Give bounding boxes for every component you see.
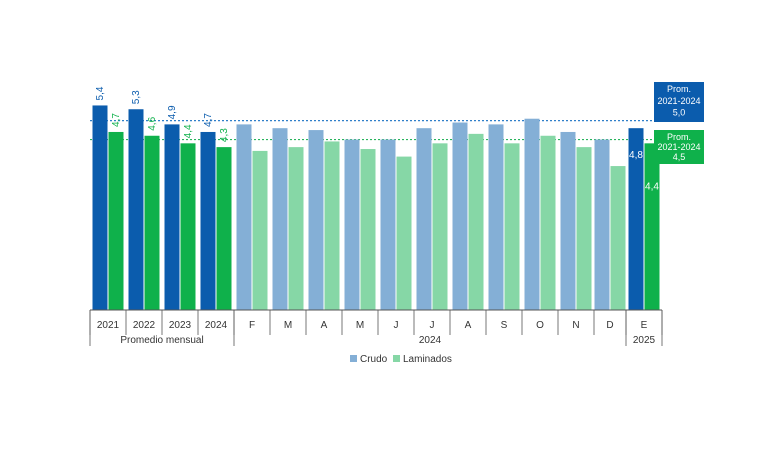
bar-crudo-s-11 <box>488 124 504 310</box>
group-label: 2025 <box>633 335 656 346</box>
tick-label: O <box>536 320 544 331</box>
group-label: 2024 <box>419 335 442 346</box>
bar-laminados-2023-2 <box>180 143 196 310</box>
bar-crudo-n-13 <box>560 131 576 310</box>
bar-crudo-o-12 <box>524 118 540 310</box>
bar-laminados-j-8 <box>396 156 412 310</box>
bar-crudo-j-8 <box>380 139 396 310</box>
bar-crudo-2021-0 <box>92 105 108 310</box>
bar-laminados-2021-0 <box>108 131 124 310</box>
bar-laminados-2022-1 <box>144 135 160 310</box>
bar-laminados-a-6 <box>324 141 340 310</box>
bar-crudo-f-4 <box>236 124 252 310</box>
bar-crudo-e-15 <box>628 128 644 310</box>
tick-label: 2023 <box>169 320 192 331</box>
tick-label: N <box>572 320 579 331</box>
data-label-crudo: 4,8 <box>629 150 643 161</box>
tick-label: J <box>394 320 399 331</box>
tick-label: M <box>356 320 364 331</box>
legend-swatch-crudo <box>350 355 357 362</box>
bar-laminados-m-7 <box>360 149 376 310</box>
callout-box-crudo <box>654 82 704 122</box>
data-label-crudo: 4,9 <box>167 105 178 119</box>
tick-label: 2021 <box>97 320 120 331</box>
callout-text: Prom. <box>667 132 691 142</box>
bar-laminados-f-4 <box>252 150 268 310</box>
data-label-laminados: 4,3 <box>219 128 230 142</box>
data-label-crudo: 5,4 <box>95 86 106 100</box>
legend: Crudo Laminados <box>350 354 452 365</box>
tick-label: A <box>321 320 328 331</box>
bar-crudo-2022-1 <box>128 109 144 310</box>
bar-laminados-a-10 <box>468 133 484 310</box>
tick-label: D <box>606 320 613 331</box>
tick-label: 2024 <box>205 320 228 331</box>
callout-box-laminados <box>654 130 704 164</box>
bar-laminados-e-15 <box>644 143 660 310</box>
data-label-laminados: 4,7 <box>111 113 122 127</box>
bar-crudo-a-6 <box>308 130 324 310</box>
bar-crudo-a-10 <box>452 122 468 310</box>
tick-label: M <box>284 320 292 331</box>
tick-label: S <box>501 320 508 331</box>
bar-crudo-j-9 <box>416 128 432 310</box>
callout-text: 4,5 <box>673 152 686 162</box>
bar-crudo-2023-2 <box>164 124 180 310</box>
callout-text: 2021-2024 <box>657 142 700 152</box>
data-label-laminados: 4,4 <box>183 124 194 138</box>
category-axis: 2021 2022 2023 2024 F M A M J J A S O N D E Promedio men… <box>89 309 663 346</box>
bar-crudo-d-14 <box>594 139 610 310</box>
bar-laminados-m-5 <box>288 147 304 310</box>
data-label-laminados: 4,6 <box>147 116 158 130</box>
bar-laminados-j-9 <box>432 143 448 310</box>
data-label-crudo: 5,3 <box>131 90 142 104</box>
data-label-crudo: 4,7 <box>203 113 214 127</box>
bar-laminados-n-13 <box>576 147 592 310</box>
tick-label: F <box>249 320 255 331</box>
tick-label: J <box>430 320 435 331</box>
bar-laminados-2024-3 <box>216 147 232 310</box>
data-labels: 5,4 4,7 5,3 4,6 4,9 4,4 4,7 4,3 4,8 4,4 <box>95 86 659 192</box>
tick-label: E <box>641 320 648 331</box>
data-label-laminados: 4,4 <box>645 181 659 192</box>
tick-label: A <box>465 320 472 331</box>
legend-label-laminados: Laminados <box>403 354 452 365</box>
bar-crudo-2024-3 <box>200 131 216 310</box>
bar-crudo-m-7 <box>344 139 360 310</box>
callout-text: Prom. <box>667 84 691 94</box>
bar-laminados-d-14 <box>610 166 626 310</box>
callout-text: 5,0 <box>673 108 686 118</box>
legend-label-crudo: Crudo <box>360 354 388 365</box>
group-label: Promedio mensual <box>120 335 203 346</box>
bar-laminados-s-11 <box>504 143 520 310</box>
legend-swatch-laminados <box>393 355 400 362</box>
bar-laminados-o-12 <box>540 135 556 310</box>
tick-label: 2022 <box>133 320 156 331</box>
bar-crudo-m-5 <box>272 128 288 310</box>
bars <box>92 105 660 310</box>
callout-text: 2021-2024 <box>657 96 700 106</box>
